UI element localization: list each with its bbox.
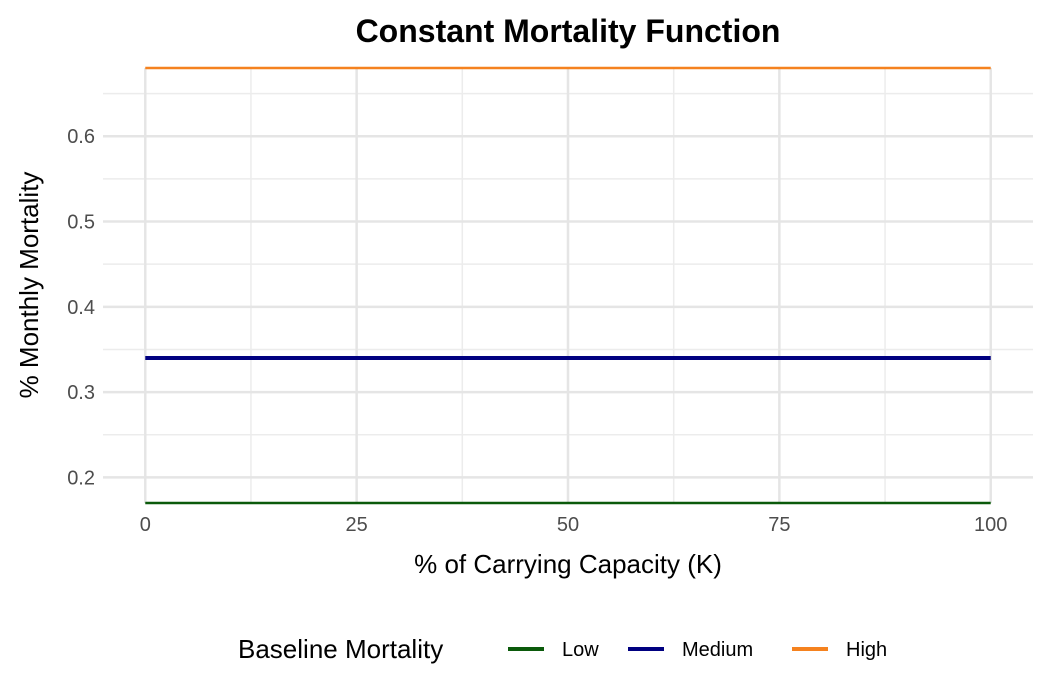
y-tick-label: 0.5 bbox=[67, 212, 95, 234]
legend-title: Baseline Mortality bbox=[238, 634, 443, 664]
legend-label-medium: Medium bbox=[682, 639, 753, 661]
x-tick-label: 100 bbox=[974, 514, 1007, 536]
x-tick-label: 0 bbox=[140, 514, 151, 536]
series-lines bbox=[145, 66, 991, 505]
x-tick-label: 75 bbox=[768, 514, 790, 536]
x-tick-label: 25 bbox=[346, 514, 368, 536]
grid bbox=[103, 68, 1033, 503]
x-axis-label: % of Carrying Capacity (K) bbox=[414, 549, 722, 579]
y-tick-label: 0.6 bbox=[67, 126, 95, 148]
chart-title: Constant Mortality Function bbox=[356, 13, 781, 49]
legend: Baseline Mortality Low Medium High bbox=[238, 634, 887, 664]
y-tick-label: 0.3 bbox=[67, 382, 95, 404]
legend-label-high: High bbox=[846, 639, 887, 661]
legend-label-low: Low bbox=[562, 639, 599, 661]
y-axis-label: % Monthly Mortality bbox=[14, 172, 44, 399]
tick-labels: 0.2 0.3 0.4 0.5 0.6 0 25 50 75 100 bbox=[67, 126, 1007, 536]
y-tick-label: 0.4 bbox=[67, 297, 95, 319]
y-tick-label: 0.2 bbox=[67, 467, 95, 489]
x-tick-label: 50 bbox=[557, 514, 579, 536]
